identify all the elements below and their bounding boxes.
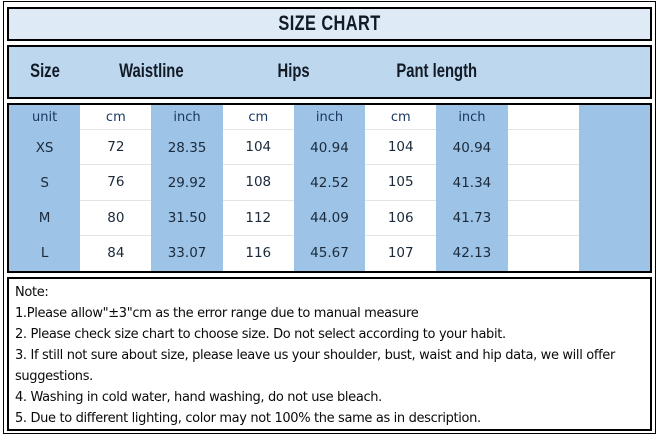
table-cell: 44.09 <box>293 200 366 236</box>
table-cell: 80 <box>80 200 152 236</box>
table-cell: 104 <box>222 130 294 166</box>
unit-cell-empty <box>507 105 579 130</box>
size-label-s: S <box>9 165 81 201</box>
size-label-l: L <box>9 235 81 271</box>
table-cell: 116 <box>222 235 294 271</box>
unit-cell: inch <box>436 105 508 130</box>
title-bar: SIZE CHART <box>7 7 652 41</box>
table-cell: 112 <box>222 200 294 236</box>
table-cell: 106 <box>365 200 437 236</box>
table-cell: 29.92 <box>151 165 223 201</box>
unit-cell: inch <box>293 105 366 130</box>
unit-cell-empty <box>578 105 650 130</box>
notes-section: Note: 1.Please allow"±3"cm as the error … <box>7 277 652 431</box>
table-cell-empty <box>507 130 579 166</box>
note-item-3: 3. If still not sure about size, please … <box>15 348 615 384</box>
table-cell-empty <box>507 235 579 271</box>
table-cell: 42.52 <box>293 165 366 201</box>
unit-cell: cm <box>222 105 294 130</box>
table-cell: 33.07 <box>151 235 223 271</box>
unit-cell: unit <box>9 105 81 130</box>
table-cell: 105 <box>365 165 437 201</box>
table-cell: 45.67 <box>293 235 366 271</box>
col-header-waistline: Waistline <box>119 61 184 82</box>
header-row: Size Waistline Hips Pant length <box>7 45 652 99</box>
table-cell: 84 <box>80 235 152 271</box>
table-cell: 104 <box>365 130 437 166</box>
col-header-pant-length: Pant length <box>395 61 477 82</box>
table-cell-empty <box>507 200 579 236</box>
table-cell: 72 <box>80 130 152 166</box>
table-cell: 41.34 <box>436 165 508 201</box>
size-chart-frame: SIZE CHART Size Waistline Hips Pant leng… <box>3 1 656 434</box>
note-item-5: 5. Due to different lighting, color may … <box>15 411 481 426</box>
size-label-m: M <box>9 200 81 236</box>
table-cell: 76 <box>80 165 152 201</box>
size-table: unit cm inch cm inch cm inch XS 72 28.35… <box>7 103 652 273</box>
note-item-4: 4. Washing in cold water, hand washing, … <box>15 390 382 405</box>
unit-cell: cm <box>80 105 152 130</box>
unit-cell: inch <box>151 105 223 130</box>
table-cell-empty <box>578 235 650 271</box>
table-cell-empty <box>578 165 650 201</box>
table-cell: 40.94 <box>293 130 366 166</box>
table-cell: 31.50 <box>151 200 223 236</box>
note-item-1: 1.Please allow"±3"cm as the error range … <box>15 306 419 321</box>
note-item-2: 2. Please check size chart to choose siz… <box>15 327 506 342</box>
table-cell-empty <box>507 165 579 201</box>
table-cell: 41.73 <box>436 200 508 236</box>
table-cell-empty <box>578 200 650 236</box>
table-cell: 28.35 <box>151 130 223 166</box>
col-header-size: Size <box>29 61 60 82</box>
table-cell: 108 <box>222 165 294 201</box>
table-cell: 42.13 <box>436 235 508 271</box>
size-label-xs: XS <box>9 130 81 166</box>
notes-label: Note: <box>15 285 49 300</box>
unit-cell: cm <box>365 105 437 130</box>
table-cell: 107 <box>365 235 437 271</box>
table-cell-empty <box>578 130 650 166</box>
table-cell: 40.94 <box>436 130 508 166</box>
page-title: SIZE CHART <box>278 12 381 35</box>
col-header-hips: Hips <box>277 61 310 82</box>
